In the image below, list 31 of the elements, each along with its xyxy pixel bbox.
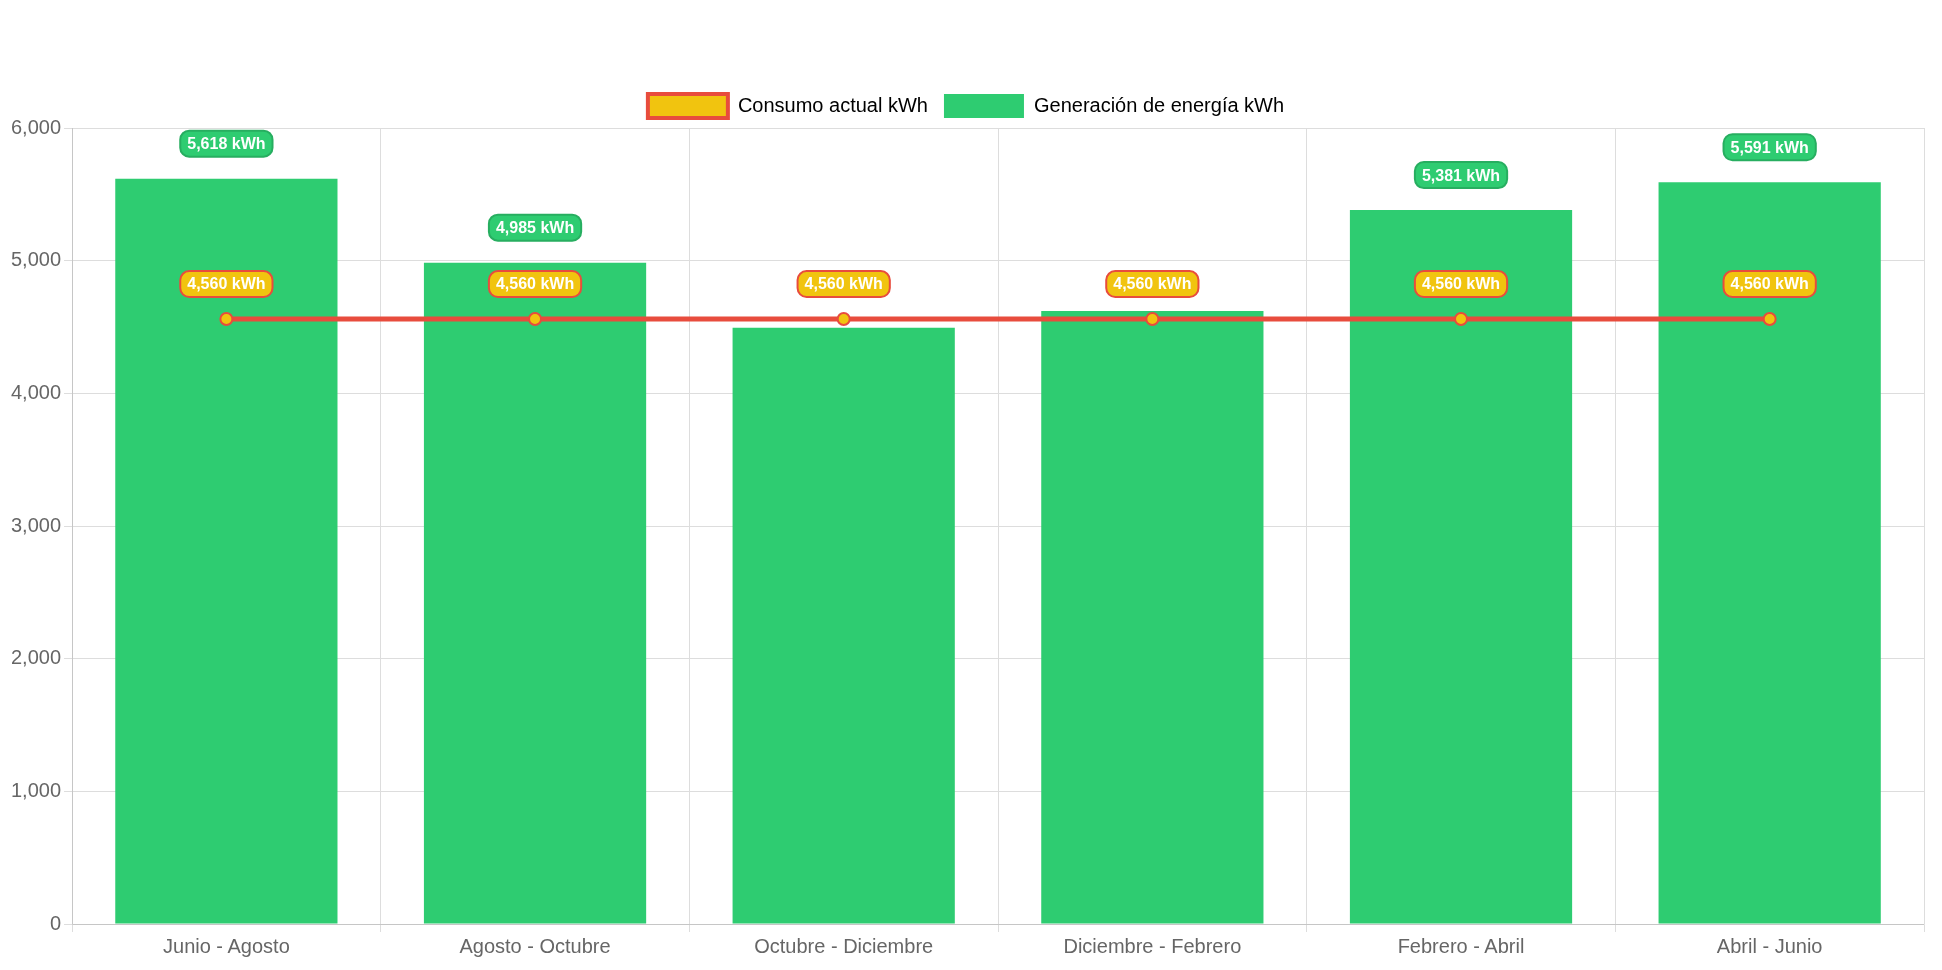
data-label: 4,560 kWh bbox=[804, 275, 883, 293]
data-label: 5,591 kWh bbox=[1730, 138, 1809, 156]
x-tick-label: Agosto - Octubre bbox=[459, 934, 611, 957]
bar bbox=[423, 262, 647, 924]
bar bbox=[115, 178, 338, 924]
bar bbox=[732, 327, 955, 924]
data-label: 4,560 kWh bbox=[1730, 275, 1809, 293]
bar bbox=[1041, 311, 1264, 924]
x-tick-label: Junio - Agosto bbox=[163, 934, 290, 957]
y-tick-label: 1,000 bbox=[10, 778, 62, 801]
data-label: 5,381 kWh bbox=[1421, 166, 1501, 184]
data-label: 4,560 kWh bbox=[1113, 275, 1192, 293]
legend-label: Consumo actual kWh bbox=[737, 93, 928, 116]
data-label: 5,618 kWh bbox=[187, 135, 266, 153]
y-tick-label: 0 bbox=[49, 911, 62, 934]
y-tick-label: 6,000 bbox=[10, 115, 62, 138]
legend-label: Generación de energía kWh bbox=[1033, 93, 1285, 116]
y-tick-label: 4,000 bbox=[10, 380, 62, 403]
bar bbox=[1349, 210, 1573, 924]
y-tick-label: 5,000 bbox=[10, 248, 62, 271]
data-label: 4,560 kWh bbox=[495, 275, 575, 293]
x-tick-label: Febrero - Abril bbox=[1397, 934, 1525, 957]
x-tick-label: Octubre - Diciembre bbox=[754, 934, 934, 957]
data-label: 4,560 kWh bbox=[1421, 275, 1501, 293]
y-tick-label: 2,000 bbox=[10, 646, 62, 669]
x-tick-label: Abril - Junio bbox=[1716, 934, 1823, 957]
bar bbox=[1658, 182, 1881, 924]
data-label: 4,560 kWh bbox=[187, 275, 266, 293]
x-tick-label: Diciembre - Febrero bbox=[1063, 934, 1242, 957]
data-label: 4,985 kWh bbox=[495, 219, 575, 237]
y-tick-label: 3,000 bbox=[10, 513, 62, 536]
